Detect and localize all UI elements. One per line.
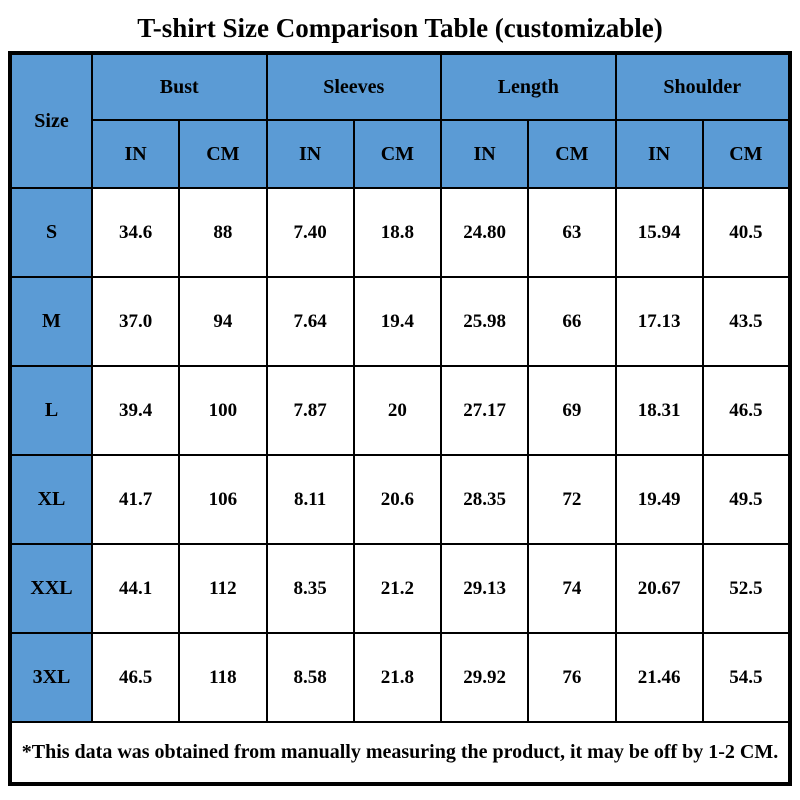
cell-bust-cm: 106	[178, 454, 268, 545]
unit-header-shoulder-cm: CM	[701, 119, 792, 189]
row-size-label: 3XL	[9, 632, 93, 723]
cell-length-cm: 69	[527, 365, 617, 456]
cell-sleeves-in: 8.11	[265, 454, 355, 545]
cell-shoulder-cm: 43.5	[701, 276, 792, 367]
cell-shoulder-in: 20.67	[614, 543, 704, 634]
cell-bust-cm: 118	[178, 632, 268, 723]
table-header: Size Bust Sleeves Length Shoulder IN CM …	[9, 52, 792, 189]
category-header-length: Length	[440, 52, 617, 121]
cell-bust-in: 34.6	[90, 187, 181, 278]
cell-sleeves-cm: 20.6	[352, 454, 443, 545]
row-size-label: S	[9, 187, 93, 278]
unit-header-bust-cm: CM	[178, 119, 268, 189]
table-row-3xl: 3XL 46.5 118 8.58 21.8 29.92 76 21.46 54…	[9, 632, 792, 723]
cell-bust-in: 37.0	[90, 276, 181, 367]
category-header-shoulder: Shoulder	[614, 52, 791, 121]
cell-length-in: 29.13	[439, 543, 530, 634]
cell-shoulder-in: 21.46	[614, 632, 704, 723]
cell-bust-in: 46.5	[90, 632, 181, 723]
footnote-text: *This data was obtained from manually me…	[9, 721, 791, 785]
cell-length-in: 25.98	[439, 276, 530, 367]
unit-header-length-cm: CM	[527, 119, 617, 189]
unit-header-length-in: IN	[439, 119, 530, 189]
footnote-row: *This data was obtained from manually me…	[9, 721, 791, 785]
cell-bust-in: 39.4	[90, 365, 181, 456]
category-header-row: Size Bust Sleeves Length Shoulder	[9, 52, 791, 189]
cell-sleeves-cm: 21.8	[352, 632, 443, 723]
cell-shoulder-in: 18.31	[614, 365, 704, 456]
cell-shoulder-cm: 54.5	[701, 632, 792, 723]
row-size-label: M	[9, 276, 93, 367]
cell-shoulder-in: 17.13	[614, 276, 704, 367]
table-row-l: L 39.4 100 7.87 20 27.17 69 18.31 46.5	[9, 365, 792, 456]
unit-header-bust-in: IN	[90, 119, 181, 189]
cell-shoulder-cm: 52.5	[701, 543, 792, 634]
cell-shoulder-cm: 40.5	[701, 187, 792, 278]
table-row-xl: XL 41.7 106 8.11 20.6 28.35 72 19.49 49.…	[9, 454, 792, 545]
row-size-label: L	[9, 365, 93, 456]
cell-sleeves-in: 8.35	[265, 543, 355, 634]
size-column-header: Size	[9, 52, 93, 189]
table-body: S 34.6 88 7.40 18.8 24.80 63 15.94 40.5 …	[9, 187, 792, 723]
cell-shoulder-in: 19.49	[614, 454, 704, 545]
cell-length-cm: 72	[527, 454, 617, 545]
category-header-bust: Bust	[91, 52, 268, 121]
cell-sleeves-cm: 20	[352, 365, 443, 456]
table-footer: *This data was obtained from manually me…	[9, 721, 791, 785]
cell-length-cm: 63	[527, 187, 617, 278]
cell-sleeves-cm: 18.8	[352, 187, 443, 278]
page-title: T-shirt Size Comparison Table (customiza…	[137, 13, 663, 43]
cell-length-in: 29.92	[439, 632, 530, 723]
unit-header-sleeves-in: IN	[265, 119, 355, 189]
table-row-s: S 34.6 88 7.40 18.8 24.80 63 15.94 40.5	[9, 187, 792, 278]
cell-length-cm: 66	[527, 276, 617, 367]
size-comparison-table: Size Bust Sleeves Length Shoulder IN CM …	[8, 51, 792, 786]
cell-length-in: 27.17	[439, 365, 530, 456]
table-row-xxl: XXL 44.1 112 8.35 21.2 29.13 74 20.67 52…	[9, 543, 792, 634]
table-row-m: M 37.0 94 7.64 19.4 25.98 66 17.13 43.5	[9, 276, 792, 367]
category-header-sleeves: Sleeves	[265, 52, 442, 121]
cell-shoulder-cm: 49.5	[701, 454, 792, 545]
unit-header-sleeves-cm: CM	[352, 119, 443, 189]
unit-header-shoulder-in: IN	[614, 119, 704, 189]
cell-bust-cm: 100	[178, 365, 268, 456]
cell-shoulder-cm: 46.5	[701, 365, 792, 456]
unit-header-row: IN CM IN CM IN CM IN CM	[10, 119, 792, 189]
cell-shoulder-in: 15.94	[614, 187, 704, 278]
cell-sleeves-in: 7.64	[265, 276, 355, 367]
cell-length-in: 28.35	[439, 454, 530, 545]
cell-sleeves-in: 7.87	[265, 365, 355, 456]
cell-length-cm: 76	[527, 632, 617, 723]
cell-sleeves-in: 8.58	[265, 632, 355, 723]
row-size-label: XXL	[9, 543, 93, 634]
cell-bust-cm: 88	[178, 187, 268, 278]
cell-bust-cm: 94	[178, 276, 268, 367]
cell-length-cm: 74	[527, 543, 617, 634]
cell-bust-cm: 112	[178, 543, 268, 634]
cell-sleeves-cm: 21.2	[352, 543, 443, 634]
cell-sleeves-in: 7.40	[265, 187, 355, 278]
cell-bust-in: 44.1	[90, 543, 181, 634]
cell-length-in: 24.80	[439, 187, 530, 278]
cell-sleeves-cm: 19.4	[352, 276, 443, 367]
cell-bust-in: 41.7	[90, 454, 181, 545]
row-size-label: XL	[9, 454, 93, 545]
